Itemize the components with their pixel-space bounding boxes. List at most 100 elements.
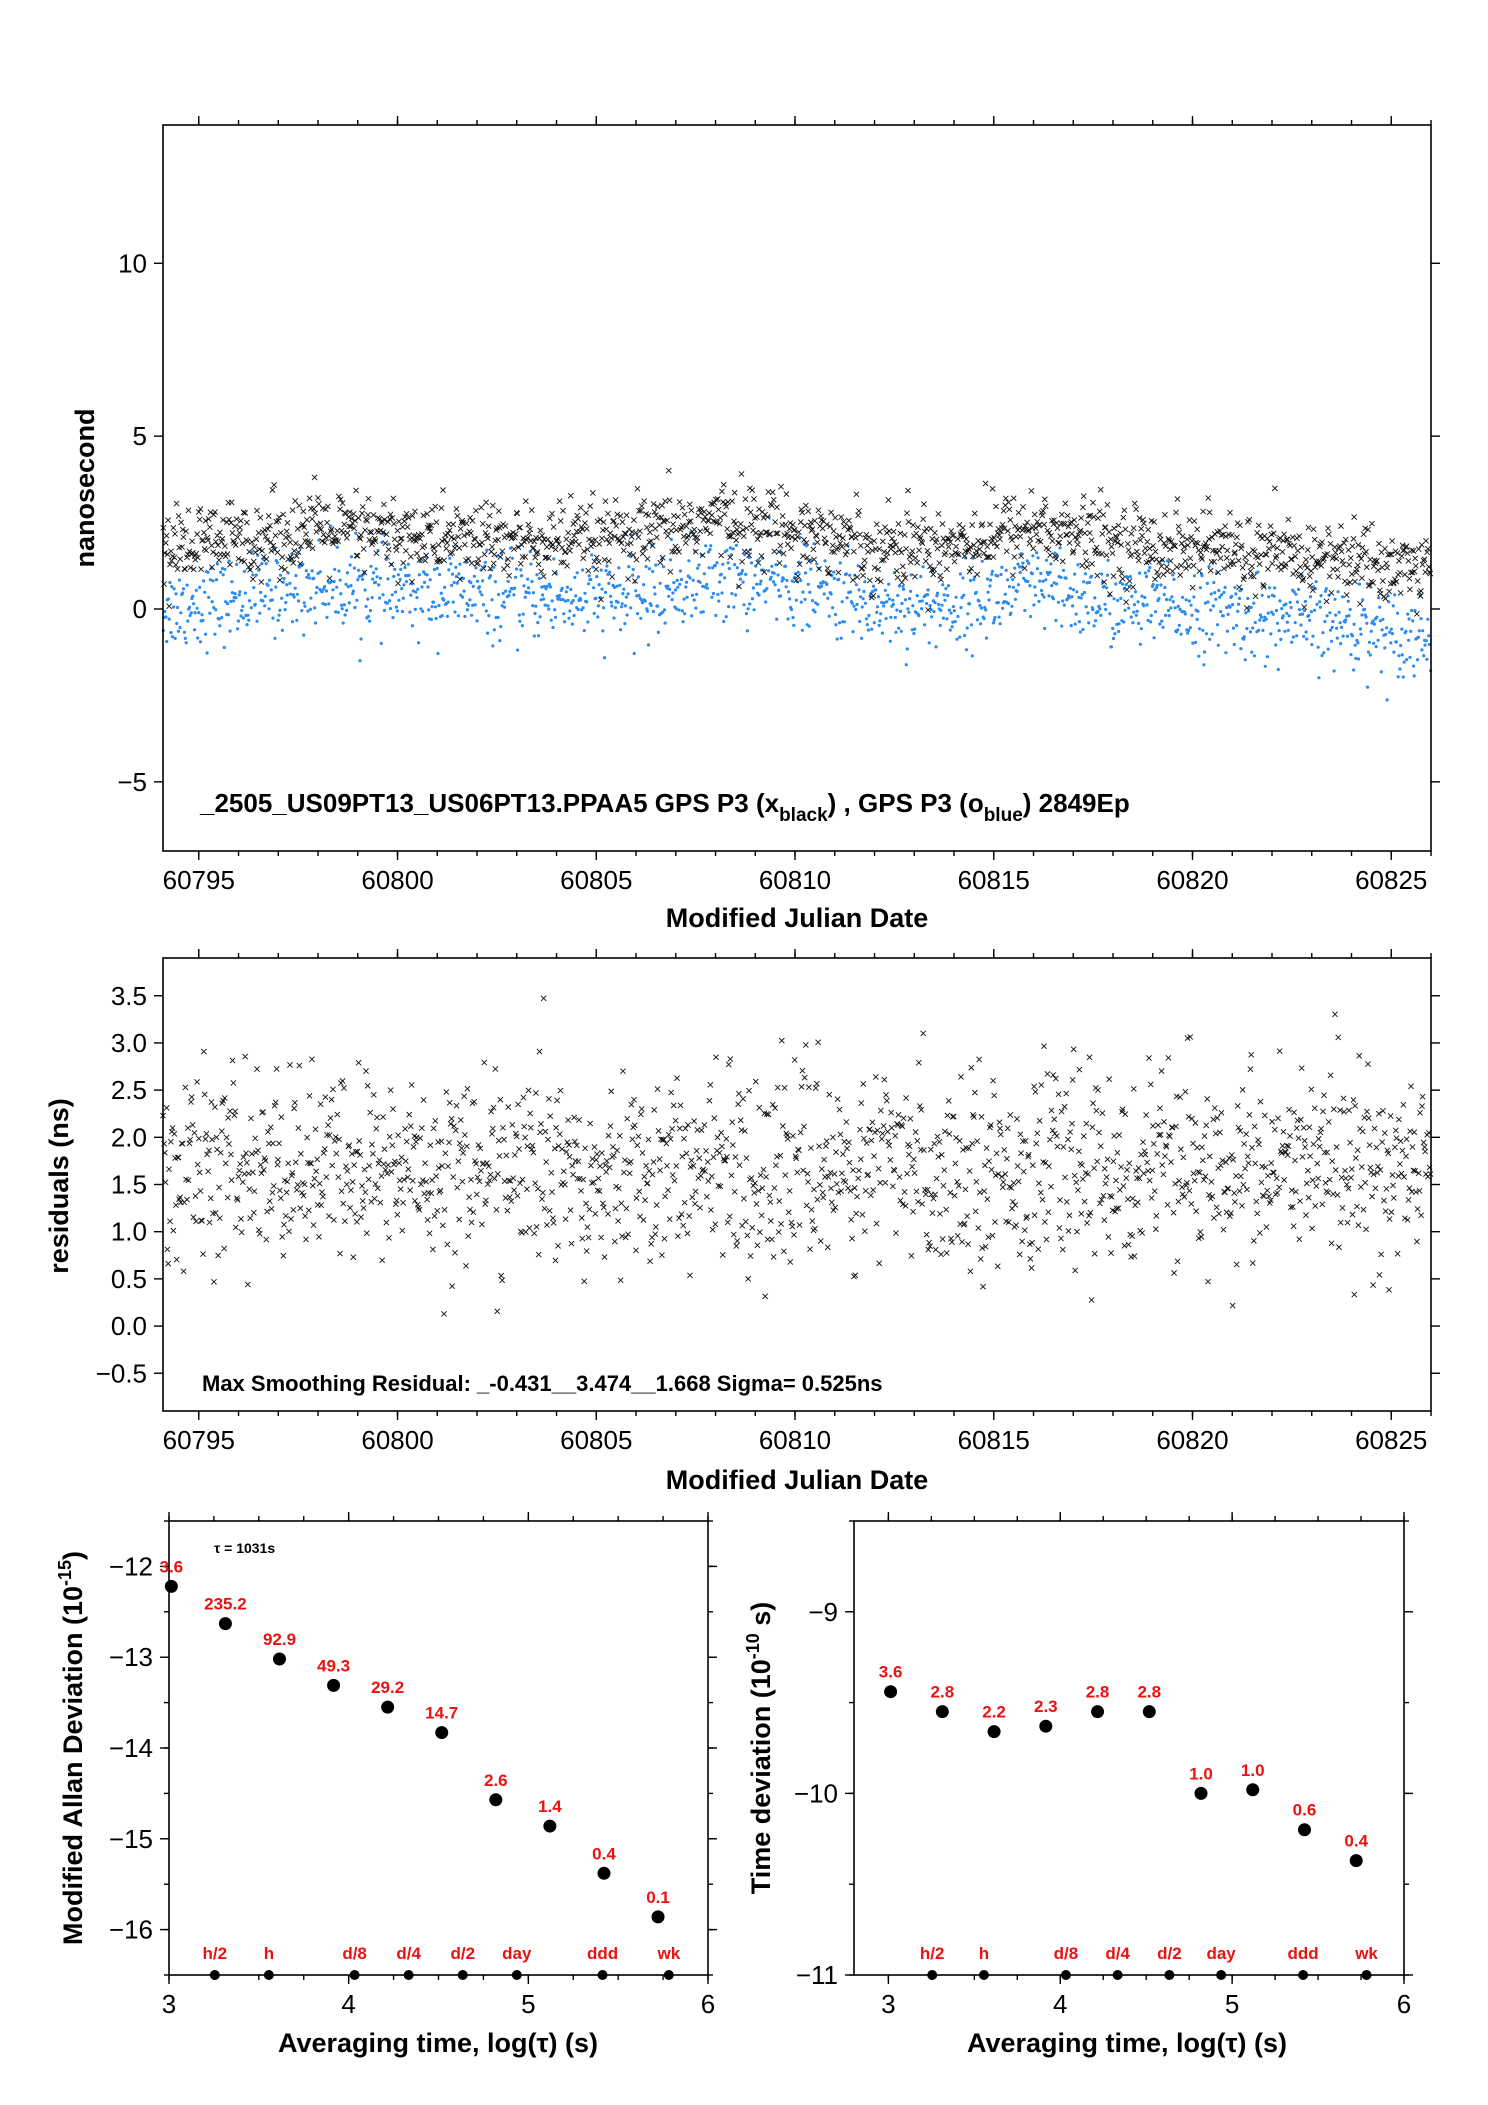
p1-blue-point <box>979 622 983 626</box>
p2-point <box>778 1221 785 1227</box>
p1-black-point <box>1093 544 1100 551</box>
p1-blue-point <box>531 591 536 595</box>
p2-point <box>1248 1051 1255 1058</box>
p1-blue-point <box>1409 629 1413 634</box>
p1-blue-point <box>332 579 336 584</box>
p2-point <box>205 1168 212 1175</box>
p1-blue-point <box>791 615 795 620</box>
p1-blue-point <box>610 604 614 608</box>
p1-blue-point <box>620 605 624 609</box>
p1-black-point <box>1312 564 1319 571</box>
p1-black-point <box>187 564 194 571</box>
p4-points: 3.62.82.2 2.32.8 2.81.0 1.00.60.4h/2 h d/8 d/4… <box>879 1663 1378 1980</box>
p1-black-point <box>1133 506 1140 513</box>
p2-point <box>621 1157 628 1164</box>
p1-blue-point <box>1133 590 1138 594</box>
p1-blue-point <box>450 572 455 576</box>
p2-point <box>1194 1144 1201 1151</box>
p2-point <box>958 1073 964 1080</box>
p1-black-point <box>217 529 223 536</box>
p1-black-point <box>834 544 841 551</box>
p1-black-point <box>1031 511 1038 518</box>
p2-point <box>855 1175 862 1182</box>
p2-point <box>715 1182 722 1189</box>
p1-black-point <box>251 544 258 550</box>
p2-point <box>489 1125 496 1132</box>
p1-blue-point <box>548 585 553 589</box>
p2-point <box>1400 1101 1407 1108</box>
p2-point <box>827 1169 834 1176</box>
p1-blue-point <box>218 624 222 628</box>
p1-black-point <box>240 509 247 516</box>
p1-black-point <box>632 529 639 536</box>
p1-black-point <box>241 558 248 565</box>
p2-point <box>1111 1132 1118 1139</box>
p1-blue-point <box>1393 593 1397 597</box>
p1-black-point <box>934 545 941 552</box>
p1-blue-point <box>845 596 849 600</box>
p1-blue-point <box>753 573 757 577</box>
p2-point <box>319 1189 325 1196</box>
p2-point <box>1036 1117 1043 1124</box>
p1-blue-point <box>437 603 441 608</box>
p1-blue-point <box>725 548 729 553</box>
p1-black-point <box>938 542 945 549</box>
p1-blue-point <box>1019 552 1024 556</box>
p1-blue-point <box>1368 653 1372 657</box>
p1-blue-point <box>928 604 932 608</box>
p1-black-point <box>959 524 966 531</box>
p1-blue-point <box>1356 641 1360 645</box>
p1-black-point <box>845 517 852 524</box>
p1-blue-point <box>600 587 604 591</box>
p2-point <box>771 1185 778 1191</box>
p2-point <box>692 1200 698 1207</box>
p1-blue-point <box>507 593 511 598</box>
p1-blue-point <box>1135 609 1139 613</box>
p1-black-point <box>1339 557 1346 564</box>
p1-black-point <box>1219 543 1226 550</box>
p1-black-point <box>969 522 976 528</box>
p2-point <box>819 1189 826 1196</box>
p2-point <box>870 1187 877 1193</box>
p2-point <box>260 1166 267 1173</box>
p2-point <box>1025 1153 1032 1160</box>
p2-point <box>314 1156 321 1163</box>
p2-point <box>541 1205 548 1212</box>
p1-blue-point <box>1384 632 1388 637</box>
p2-point <box>860 1080 867 1087</box>
p1-black-point <box>645 512 652 519</box>
p2-point <box>341 1085 347 1091</box>
p1-blue-point <box>769 575 773 579</box>
p1-black-point <box>1140 520 1147 527</box>
p1-blue-point <box>536 634 541 638</box>
p2-point <box>669 1172 676 1178</box>
p2-point <box>858 1100 865 1106</box>
p1-black-point <box>1243 559 1250 566</box>
p1-black-point <box>983 554 990 561</box>
p1-blue-point <box>295 592 299 596</box>
p2-point <box>359 1198 366 1204</box>
p1-blue-point <box>1192 595 1196 599</box>
p1-blue-point <box>285 593 289 597</box>
p1-blue-point <box>1157 597 1161 601</box>
p2-point <box>768 1236 775 1243</box>
p1-black-point <box>636 507 642 514</box>
p1-blue-point <box>1328 628 1333 632</box>
p1-blue-point <box>855 602 859 607</box>
p1-black-point <box>1417 593 1424 599</box>
p1-black-point <box>1342 536 1349 543</box>
p2-point <box>1236 1188 1243 1194</box>
p4-frame <box>853 1520 1405 1976</box>
p2-point <box>1065 1136 1071 1143</box>
p1-black-point <box>854 574 861 581</box>
p1-blue-point <box>623 604 628 608</box>
p2-point <box>294 1181 301 1188</box>
p2-point <box>1206 1153 1213 1160</box>
p2-point <box>844 1145 850 1152</box>
p1-black-point <box>1175 523 1182 530</box>
p2-point <box>400 1199 406 1206</box>
p1-blue-point <box>775 617 779 621</box>
p1-black-point <box>1307 582 1314 589</box>
p1-blue-point <box>251 573 255 577</box>
p1-blue-point <box>1000 565 1004 570</box>
